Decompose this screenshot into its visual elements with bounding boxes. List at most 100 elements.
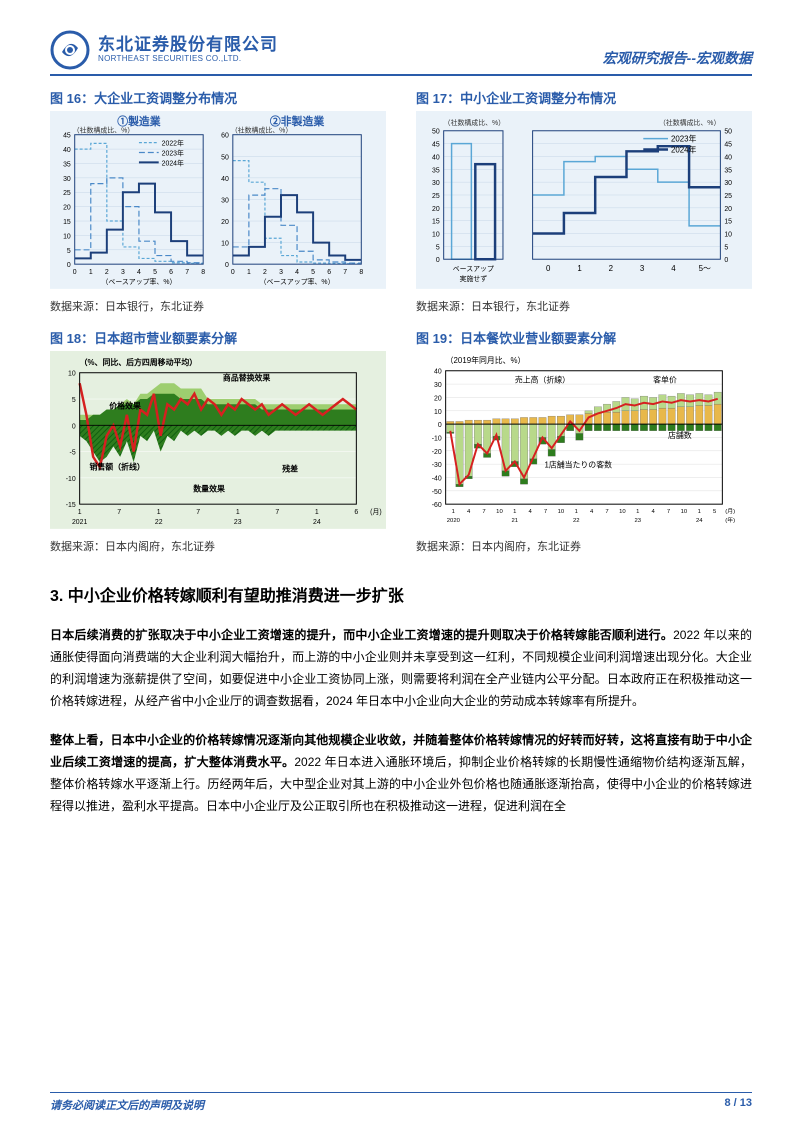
- chart-18-block: 图 18：日本超市营业额要素分解 （%、同比、后方四周移动平均）-15-10-5…: [50, 328, 386, 554]
- company-logo-block: 东北证券股份有限公司 NORTHEAST SECURITIES CO.,LTD.: [50, 30, 278, 70]
- svg-text:10: 10: [619, 509, 626, 515]
- svg-text:1: 1: [452, 509, 455, 515]
- chart-17-source: 数据来源：日本银行，东北证券: [416, 298, 752, 314]
- svg-text:3: 3: [121, 269, 125, 276]
- company-name-en: NORTHEAST SECURITIES CO.,LTD.: [98, 55, 278, 64]
- svg-text:45: 45: [63, 133, 71, 140]
- svg-text:5: 5: [436, 244, 440, 251]
- svg-text:10: 10: [68, 371, 76, 378]
- svg-text:7: 7: [544, 509, 547, 515]
- svg-text:1: 1: [247, 269, 251, 276]
- svg-text:7: 7: [605, 509, 608, 515]
- footer-page-number: 8 / 13: [724, 1097, 752, 1113]
- svg-text:2: 2: [263, 269, 267, 276]
- svg-text:23: 23: [234, 519, 242, 526]
- svg-text:②非製造業: ②非製造業: [270, 114, 324, 128]
- svg-text:3: 3: [279, 269, 283, 276]
- svg-text:6: 6: [169, 269, 173, 276]
- svg-text:2023年: 2023年: [671, 134, 697, 144]
- svg-text:1店舗当たりの客数: 1店舗当たりの客数: [544, 459, 612, 469]
- paragraph-2: 整体上看，日本中小企业的价格转嫁情况逐渐向其他规模企业收敛，并随着整体价格转嫁情…: [50, 729, 752, 818]
- svg-text:1: 1: [575, 509, 578, 515]
- svg-text:-10: -10: [432, 435, 442, 442]
- svg-text:21: 21: [512, 518, 519, 524]
- svg-text:0: 0: [724, 257, 728, 264]
- chart-16-svg: ①製造業（社数構成比、%）051015202530354045012345678…: [50, 111, 386, 289]
- svg-text:0: 0: [72, 423, 76, 430]
- svg-text:35: 35: [63, 161, 71, 168]
- svg-text:7: 7: [117, 509, 121, 516]
- chart-16-block: 图 16：大企业工资调整分布情况 ①製造業（社数構成比、%）0510152025…: [50, 88, 386, 314]
- svg-text:店舗数: 店舗数: [668, 430, 692, 440]
- svg-text:0: 0: [231, 269, 235, 276]
- svg-text:（ベースアップ率、%）: （ベースアップ率、%）: [102, 277, 177, 286]
- svg-text:35: 35: [724, 167, 732, 174]
- svg-text:5～: 5～: [699, 264, 711, 273]
- svg-text:50: 50: [221, 154, 229, 161]
- svg-text:50: 50: [724, 129, 732, 136]
- svg-text:0: 0: [225, 262, 229, 269]
- chart-17-svg: （社数構成比、%）（社数構成比、%）0055101015152020252530…: [416, 111, 752, 289]
- svg-text:7: 7: [343, 269, 347, 276]
- section-heading: 3. 中小企业价格转嫁顺利有望助推消费进一步扩张: [50, 582, 752, 606]
- svg-text:45: 45: [432, 142, 440, 149]
- chart-18-source: 数据来源：日本内阁府，东北证券: [50, 538, 386, 554]
- paragraph-1: 日本后续消费的扩张取决于中小企业工资增速的提升，而中小企业工资增速的提升则取决于…: [50, 624, 752, 713]
- svg-text:30: 30: [221, 197, 229, 204]
- svg-text:30: 30: [63, 176, 71, 183]
- svg-text:10: 10: [724, 232, 732, 239]
- svg-text:23: 23: [635, 518, 642, 524]
- svg-text:1: 1: [315, 509, 319, 516]
- svg-text:25: 25: [63, 190, 71, 197]
- chart-19-title: 图 19：日本餐饮业营业额要素分解: [416, 328, 752, 347]
- svg-text:1: 1: [698, 509, 701, 515]
- svg-text:1: 1: [513, 509, 516, 515]
- svg-text:0: 0: [67, 262, 71, 269]
- svg-text:10: 10: [434, 409, 442, 416]
- svg-text:5: 5: [67, 248, 71, 255]
- svg-text:10: 10: [221, 241, 229, 248]
- report-type: 宏观研究报告--宏观数据: [603, 48, 752, 70]
- svg-text:2023年: 2023年: [162, 148, 184, 157]
- svg-text:45: 45: [724, 142, 732, 149]
- svg-text:客单价: 客单价: [653, 374, 677, 384]
- svg-text:(年): (年): [725, 516, 735, 524]
- chart-18-title: 图 18：日本超市营业额要素分解: [50, 328, 386, 347]
- svg-text:10: 10: [432, 232, 440, 239]
- svg-text:1: 1: [577, 264, 581, 273]
- svg-text:6: 6: [354, 509, 358, 516]
- svg-text:40: 40: [221, 176, 229, 183]
- svg-text:15: 15: [724, 219, 732, 226]
- svg-text:40: 40: [63, 147, 71, 154]
- svg-text:35: 35: [432, 167, 440, 174]
- section-title: 中小企业价格转嫁顺利有望助推消费进一步扩张: [68, 588, 404, 605]
- svg-text:4: 4: [671, 264, 676, 273]
- svg-text:5: 5: [153, 269, 157, 276]
- svg-text:2024年: 2024年: [162, 158, 184, 167]
- chart-16-title: 图 16：大企业工资调整分布情况: [50, 88, 386, 107]
- paragraph-1-lead: 日本后续消费的扩张取决于中小企业工资增速的提升，而中小企业工资增速的提升则取决于…: [50, 628, 673, 642]
- svg-text:数量效果: 数量效果: [193, 483, 225, 493]
- svg-text:10: 10: [496, 509, 503, 515]
- svg-text:-50: -50: [432, 489, 442, 496]
- svg-text:5: 5: [724, 244, 728, 251]
- svg-text:20: 20: [221, 219, 229, 226]
- section-number: 3.: [50, 588, 63, 605]
- svg-text:商品替换效果: 商品替换效果: [223, 373, 270, 383]
- svg-text:-5: -5: [70, 449, 76, 456]
- svg-text:24: 24: [313, 519, 321, 526]
- svg-text:実施せず: 実施せず: [460, 274, 488, 283]
- page-footer: 请务必阅读正文后的声明及说明 8 / 13: [0, 1092, 802, 1113]
- svg-text:10: 10: [63, 233, 71, 240]
- svg-text:价格效果: 价格效果: [109, 400, 141, 410]
- svg-text:7: 7: [667, 509, 670, 515]
- svg-text:30: 30: [724, 180, 732, 187]
- svg-text:-20: -20: [432, 449, 442, 456]
- svg-text:40: 40: [434, 369, 442, 376]
- svg-text:（社数構成比、%）: （社数構成比、%）: [659, 118, 720, 127]
- chart-17-block: 图 17：中小企业工资调整分布情况 （社数構成比、%）（社数構成比、%）0055…: [416, 88, 752, 314]
- svg-text:0: 0: [546, 264, 551, 273]
- svg-text:40: 40: [432, 154, 440, 161]
- svg-text:-10: -10: [66, 476, 76, 483]
- svg-text:2: 2: [609, 264, 613, 273]
